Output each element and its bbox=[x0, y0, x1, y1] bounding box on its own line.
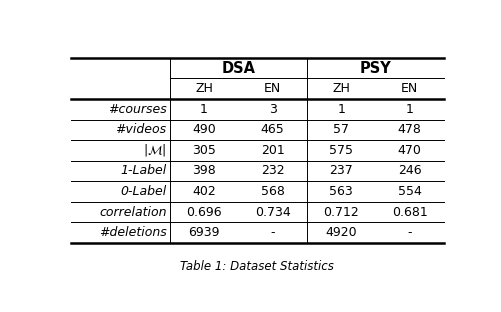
Text: Table 1: Dataset Statistics: Table 1: Dataset Statistics bbox=[180, 261, 334, 273]
Text: 478: 478 bbox=[397, 123, 421, 136]
Text: 6939: 6939 bbox=[188, 226, 219, 239]
Text: 305: 305 bbox=[192, 144, 215, 157]
Text: 0-Label: 0-Label bbox=[120, 185, 166, 198]
Text: 237: 237 bbox=[329, 164, 352, 178]
Text: #deletions: #deletions bbox=[99, 226, 166, 239]
Text: PSY: PSY bbox=[359, 61, 391, 76]
Text: -: - bbox=[270, 226, 274, 239]
Text: 0.734: 0.734 bbox=[254, 206, 290, 218]
Text: 232: 232 bbox=[260, 164, 284, 178]
Text: 201: 201 bbox=[260, 144, 284, 157]
Text: EN: EN bbox=[400, 82, 417, 95]
Text: #videos: #videos bbox=[115, 123, 166, 136]
Text: 1: 1 bbox=[337, 103, 344, 116]
Text: ZH: ZH bbox=[332, 82, 349, 95]
Text: 563: 563 bbox=[329, 185, 352, 198]
Text: 1-Label: 1-Label bbox=[120, 164, 166, 178]
Text: 246: 246 bbox=[397, 164, 421, 178]
Text: 1: 1 bbox=[200, 103, 207, 116]
Text: $|\mathcal{M}|$: $|\mathcal{M}|$ bbox=[143, 142, 166, 158]
Text: 465: 465 bbox=[260, 123, 284, 136]
Text: 0.696: 0.696 bbox=[186, 206, 221, 218]
Text: 0.681: 0.681 bbox=[391, 206, 427, 218]
Text: 554: 554 bbox=[397, 185, 421, 198]
Text: ZH: ZH bbox=[195, 82, 212, 95]
Text: 398: 398 bbox=[192, 164, 215, 178]
Text: 4920: 4920 bbox=[325, 226, 356, 239]
Text: 575: 575 bbox=[329, 144, 353, 157]
Text: 402: 402 bbox=[192, 185, 215, 198]
Text: 0.712: 0.712 bbox=[323, 206, 358, 218]
Text: #courses: #courses bbox=[108, 103, 166, 116]
Text: 568: 568 bbox=[260, 185, 284, 198]
Text: 1: 1 bbox=[405, 103, 413, 116]
Text: 3: 3 bbox=[268, 103, 276, 116]
Text: -: - bbox=[407, 226, 411, 239]
Text: 470: 470 bbox=[397, 144, 421, 157]
Text: EN: EN bbox=[264, 82, 281, 95]
Text: 490: 490 bbox=[192, 123, 215, 136]
Text: correlation: correlation bbox=[99, 206, 166, 218]
Text: 57: 57 bbox=[333, 123, 349, 136]
Text: DSA: DSA bbox=[221, 61, 255, 76]
